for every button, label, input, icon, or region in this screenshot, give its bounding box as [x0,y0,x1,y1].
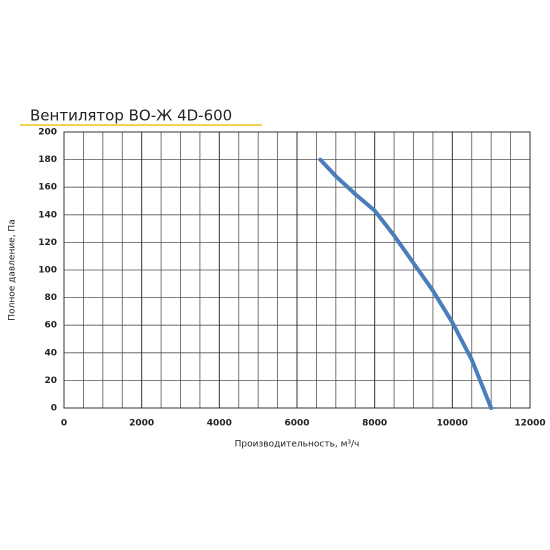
y-axis-label: Полное давление, Па [8,219,18,320]
y-tick-label: 120 [38,238,57,248]
x-tick-label: 4000 [207,419,232,429]
y-tick-label: 100 [38,266,57,276]
x-tick-label: 0 [61,419,67,429]
x-tick-label: 12000 [514,419,545,429]
x-tick-label: 6000 [284,419,309,429]
chart-title: Вентилятор ВО-Ж 4D-600 [30,107,232,125]
x-axis-label: Производительность, м³/ч [235,440,360,450]
y-tick-label: 180 [38,155,57,165]
x-tick-label: 8000 [362,419,387,429]
x-tick-label: 10000 [437,419,468,429]
y-tick-label: 80 [44,293,57,303]
y-tick-label: 200 [38,128,57,138]
plot-border [63,131,531,409]
y-tick-label: 60 [44,321,57,331]
y-tick-label: 20 [44,376,57,386]
y-tick-label: 160 [38,183,57,193]
y-tick-label: 0 [51,404,57,414]
x-tick-label: 2000 [129,419,154,429]
curve [318,157,494,410]
y-tick-label: 140 [38,210,57,220]
y-tick-label: 40 [44,348,57,358]
